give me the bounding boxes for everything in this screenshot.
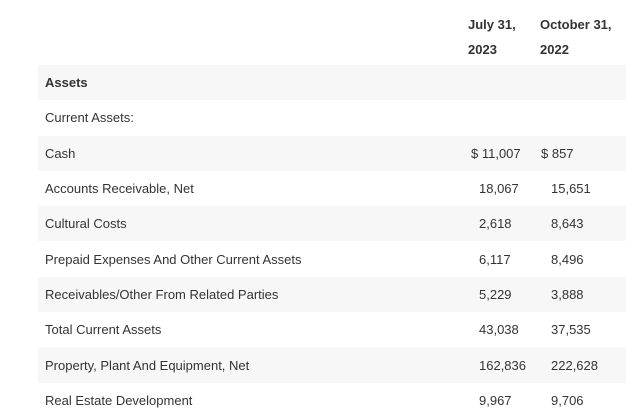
table-body: Assets Current Assets: Cash $ 11,007 $ 857 Ac… [38, 65, 626, 418]
cell-value: $ 857 [534, 135, 626, 171]
cell-value: 43,038 [479, 322, 519, 338]
cell-value: 3,888 [534, 276, 626, 313]
cell-value: 9,967 [479, 392, 512, 408]
cell-value: 8,643 [534, 206, 626, 242]
table-row: Receivables/Other From Related Parties 5,… [38, 276, 626, 313]
cell-value: 18,067 [479, 181, 519, 197]
cell-value: $ 11,007 [454, 135, 534, 171]
cell-value: 222,628 [534, 347, 626, 383]
row-label: Prepaid Expenses And Other Current Asset… [45, 251, 302, 267]
header-blank [38, 0, 454, 65]
row-label: Current Assets: [45, 110, 134, 126]
table-row: Current Assets: [38, 100, 626, 135]
column-header: October 31, 2022 [540, 17, 612, 57]
empty-cell [534, 65, 626, 101]
cell-value: 8,496 [551, 251, 584, 267]
table-row: Assets [38, 65, 626, 101]
row-label: Cultural Costs [38, 206, 454, 242]
row-label: Receivables/Other From Related Parties [38, 276, 454, 313]
header-row: July 31, 2023 October 31, 2022 [38, 0, 626, 65]
table-row: Property, Plant And Equipment, Net 162,83… [38, 347, 626, 383]
empty-cell [454, 65, 534, 101]
table-row: Real Estate Development 9,967 9,706 [38, 383, 626, 418]
cell-value: 162,836 [454, 347, 534, 383]
row-label: Cash [38, 135, 454, 171]
row-label: Total Current Assets [45, 322, 162, 338]
cell-value: 6,117 [479, 251, 511, 267]
row-label: Accounts Receivable, Net [45, 181, 194, 197]
cell-value: 5,229 [454, 276, 534, 313]
cell-value: 15,651 [551, 181, 591, 197]
cell-value: 37,535 [551, 322, 591, 338]
row-label: Assets [38, 65, 454, 101]
cell-value: 2,618 [454, 206, 534, 242]
column-header: July 31, 2023 [468, 17, 516, 57]
empty-cell [454, 100, 534, 135]
table-row: Accounts Receivable, Net 18,067 15,651 [38, 171, 626, 206]
empty-cell [534, 100, 626, 135]
table-row: Cultural Costs 2,618 8,643 [38, 206, 626, 242]
cell-value: 9,706 [551, 392, 584, 408]
table-row: Total Current Assets 43,038 37,535 [38, 312, 626, 347]
balance-sheet: July 31, 2023 October 31, 2022 Assets Cur… [38, 0, 626, 418]
table-row: Prepaid Expenses And Other Current Asset… [38, 241, 626, 276]
row-label: Real Estate Development [45, 392, 193, 408]
row-label: Property, Plant And Equipment, Net [38, 347, 454, 383]
table-row: Cash $ 11,007 $ 857 [38, 135, 626, 171]
